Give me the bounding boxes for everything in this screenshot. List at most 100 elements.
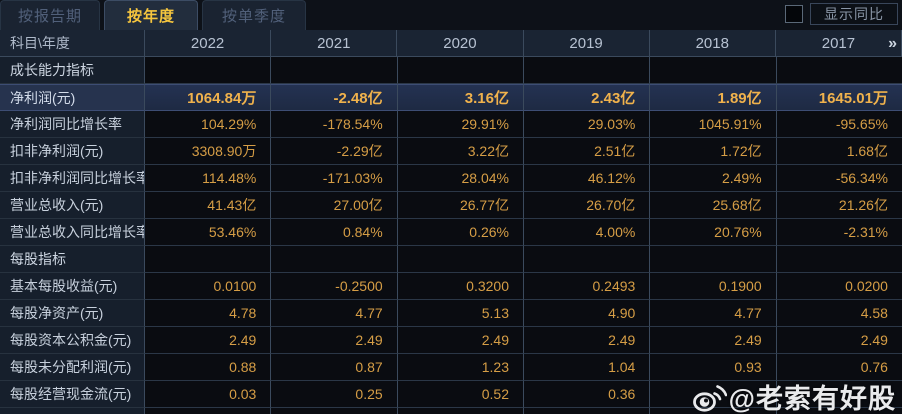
value-cell bbox=[650, 57, 777, 84]
value-cell bbox=[271, 246, 398, 273]
table-row: 扣非净利润(元) 3308.90万 -2.29亿 3.22亿 2.51亿 1.72亿 1.6… bbox=[0, 138, 902, 165]
value-cell: 1.23 bbox=[397, 354, 524, 381]
row-label bbox=[0, 408, 145, 414]
value-cell: 2.49 bbox=[650, 327, 777, 354]
year-header-2022: 2022 bbox=[145, 30, 272, 57]
year-header-2021: 2021 bbox=[271, 30, 398, 57]
value-cell bbox=[523, 57, 651, 84]
value-cell: 4.90 bbox=[523, 300, 651, 327]
value-cell bbox=[145, 57, 272, 84]
value-cell: 5.13 bbox=[397, 300, 524, 327]
tab-report-period[interactable]: 按报告期 bbox=[0, 0, 100, 30]
table-row: 净利润(元) 1064.84万 -2.48亿 3.16亿 2.43亿 1.89亿 1645.… bbox=[0, 84, 902, 111]
value-cell: 0.2493 bbox=[523, 273, 651, 300]
more-columns-icon[interactable]: » bbox=[888, 34, 897, 52]
table-row: 营业总收入(元) 41.43亿 27.00亿 26.77亿 26.70亿 25.68亿 21… bbox=[0, 192, 902, 219]
value-cell: 0.76 bbox=[776, 354, 902, 381]
value-cell bbox=[776, 246, 902, 273]
value-cell: 0.52 bbox=[397, 381, 524, 408]
value-cell: 1.68亿 bbox=[776, 138, 902, 165]
show-yoy-button[interactable]: 显示同比 bbox=[810, 3, 898, 25]
value-cell bbox=[271, 57, 398, 84]
table-row: 每股经营现金流(元) 0.03 0.25 0.52 0.36 bbox=[0, 381, 902, 408]
value-cell: 26.77亿 bbox=[397, 192, 524, 219]
value-cell: 1.89亿 bbox=[650, 84, 777, 111]
value-cell: 2.49 bbox=[776, 327, 902, 354]
value-cell bbox=[397, 408, 524, 414]
value-cell: 0.25 bbox=[271, 381, 398, 408]
value-cell: 4.77 bbox=[271, 300, 398, 327]
value-cell: -2.31% bbox=[776, 219, 902, 246]
value-cell: 2.49 bbox=[523, 327, 651, 354]
value-cell bbox=[523, 408, 651, 414]
table-row: 基本每股收益(元) 0.0100 -0.2500 0.3200 0.2493 0.1900… bbox=[0, 273, 902, 300]
value-cell: 4.58 bbox=[776, 300, 902, 327]
value-cell: -2.48亿 bbox=[271, 84, 398, 111]
row-label: 每股经营现金流(元) bbox=[0, 381, 145, 408]
value-cell bbox=[145, 408, 272, 414]
table-row: 扣非净利润同比增长率 114.48% -171.03% 28.04% 46.12% 2.4… bbox=[0, 165, 902, 192]
row-label: 每股未分配利润(元) bbox=[0, 354, 145, 381]
year-header-2017: 2017 bbox=[775, 30, 902, 57]
table-row: 每股资本公积金(元) 2.49 2.49 2.49 2.49 2.49 2.49 bbox=[0, 327, 902, 354]
value-cell: -0.2500 bbox=[271, 273, 398, 300]
value-cell: 1045.91% bbox=[650, 111, 777, 138]
value-cell: 0.0100 bbox=[145, 273, 272, 300]
value-cell: 2.49 bbox=[145, 327, 272, 354]
value-cell: 0.84% bbox=[271, 219, 398, 246]
value-cell: 1645.01万 bbox=[776, 84, 902, 111]
row-label: 净利润(元) bbox=[0, 84, 145, 111]
value-cell: 0.0200 bbox=[776, 273, 902, 300]
row-label: 每股指标 bbox=[0, 246, 145, 273]
value-cell bbox=[271, 408, 398, 414]
value-cell: 41.43亿 bbox=[145, 192, 272, 219]
row-label: 营业总收入同比增长率 bbox=[0, 219, 145, 246]
tab-annual[interactable]: 按年度 bbox=[104, 0, 198, 30]
table-row: 每股净资产(元) 4.78 4.77 5.13 4.90 4.77 4.58 bbox=[0, 300, 902, 327]
value-cell bbox=[397, 57, 524, 84]
financial-table: 科目\年度 2022 2021 2020 2019 2018 2017» 成长能力指标 净利… bbox=[0, 30, 902, 414]
table-body: 成长能力指标 净利润(元) 1064.84万 -2.48亿 3.16亿 2.43亿 1.89… bbox=[0, 57, 902, 414]
value-cell: 0.93 bbox=[650, 354, 777, 381]
value-cell bbox=[650, 381, 777, 408]
value-cell: 28.04% bbox=[397, 165, 524, 192]
section-row: 每股指标 bbox=[0, 246, 902, 273]
value-cell: 0.87 bbox=[271, 354, 398, 381]
value-cell bbox=[397, 246, 524, 273]
value-cell bbox=[776, 381, 902, 408]
show-yoy-checkbox[interactable] bbox=[785, 5, 803, 23]
row-label: 营业总收入(元) bbox=[0, 192, 145, 219]
value-cell: 4.78 bbox=[145, 300, 272, 327]
tab-bar: 按报告期 按年度 按单季度 显示同比 bbox=[0, 0, 902, 30]
value-cell: 46.12% bbox=[523, 165, 651, 192]
period-tabs: 按报告期 按年度 按单季度 bbox=[0, 0, 306, 30]
value-cell: 0.26% bbox=[397, 219, 524, 246]
value-cell bbox=[145, 246, 272, 273]
value-cell: 3.22亿 bbox=[397, 138, 524, 165]
value-cell: 1.04 bbox=[523, 354, 651, 381]
value-cell: 114.48% bbox=[145, 165, 272, 192]
value-cell: 1.72亿 bbox=[650, 138, 777, 165]
value-cell: 2.51亿 bbox=[523, 138, 651, 165]
table-row: 每股未分配利润(元) 0.88 0.87 1.23 1.04 0.93 0.76 bbox=[0, 354, 902, 381]
year-header-2020: 2020 bbox=[397, 30, 524, 57]
value-cell: 4.77 bbox=[650, 300, 777, 327]
row-label: 每股净资产(元) bbox=[0, 300, 145, 327]
value-cell bbox=[776, 57, 902, 84]
corner-header: 科目\年度 bbox=[0, 30, 145, 57]
value-cell: 3308.90万 bbox=[145, 138, 272, 165]
value-cell: -56.34% bbox=[776, 165, 902, 192]
value-cell: 26.70亿 bbox=[523, 192, 651, 219]
value-cell: 2.49 bbox=[397, 327, 524, 354]
row-label: 扣非净利润同比增长率 bbox=[0, 165, 145, 192]
value-cell: 0.36 bbox=[523, 381, 651, 408]
tab-single-quarter[interactable]: 按单季度 bbox=[202, 0, 306, 30]
row-label: 基本每股收益(元) bbox=[0, 273, 145, 300]
year-header-2019: 2019 bbox=[523, 30, 650, 57]
value-cell: 27.00亿 bbox=[271, 192, 398, 219]
row-label: 净利润同比增长率 bbox=[0, 111, 145, 138]
table-row: 净利润同比增长率 104.29% -178.54% 29.91% 29.03% 1045.… bbox=[0, 111, 902, 138]
value-cell: 2.49% bbox=[650, 165, 777, 192]
value-cell: 4.00% bbox=[523, 219, 651, 246]
